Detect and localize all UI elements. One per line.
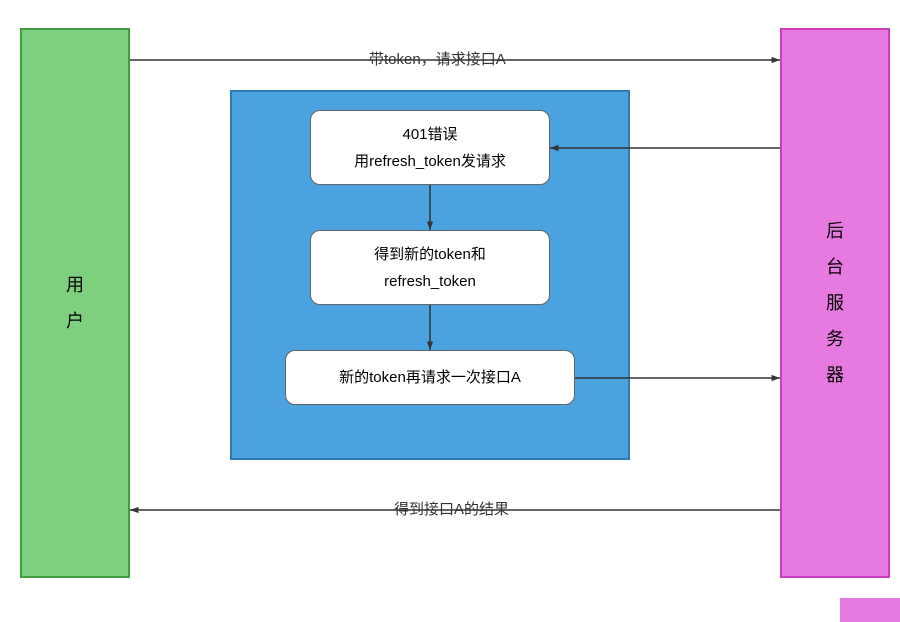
actor-server-label-4: 器 <box>826 357 844 393</box>
step-401-error: 401错误 用refresh_token发请求 <box>310 110 550 185</box>
step-new-token: 得到新的token和 refresh_token <box>310 230 550 305</box>
step3-line-0: 新的token再请求一次接口A <box>339 364 521 391</box>
actor-server: 后 台 服 务 器 <box>780 28 890 578</box>
actor-user: 用 户 <box>20 28 130 578</box>
actor-server-label-0: 后 <box>826 213 844 249</box>
actor-user-label-0: 用 <box>66 267 84 303</box>
step-retry-request: 新的token再请求一次接口A <box>285 350 575 405</box>
edge-label-request: 带token，请求接口A <box>365 48 510 69</box>
edge-label-response: 得到接口A的结果 <box>390 498 513 519</box>
step2-line-0: 得到新的token和 <box>374 241 486 268</box>
watermark <box>840 598 900 622</box>
step1-line-0: 401错误 <box>402 121 457 148</box>
actor-server-label-2: 服 <box>826 285 844 321</box>
actor-user-label-1: 户 <box>66 303 84 339</box>
step1-line-1: 用refresh_token发请求 <box>354 148 506 175</box>
actor-server-label-3: 务 <box>826 321 844 357</box>
step2-line-1: refresh_token <box>384 268 476 295</box>
actor-server-label-1: 台 <box>826 249 844 285</box>
